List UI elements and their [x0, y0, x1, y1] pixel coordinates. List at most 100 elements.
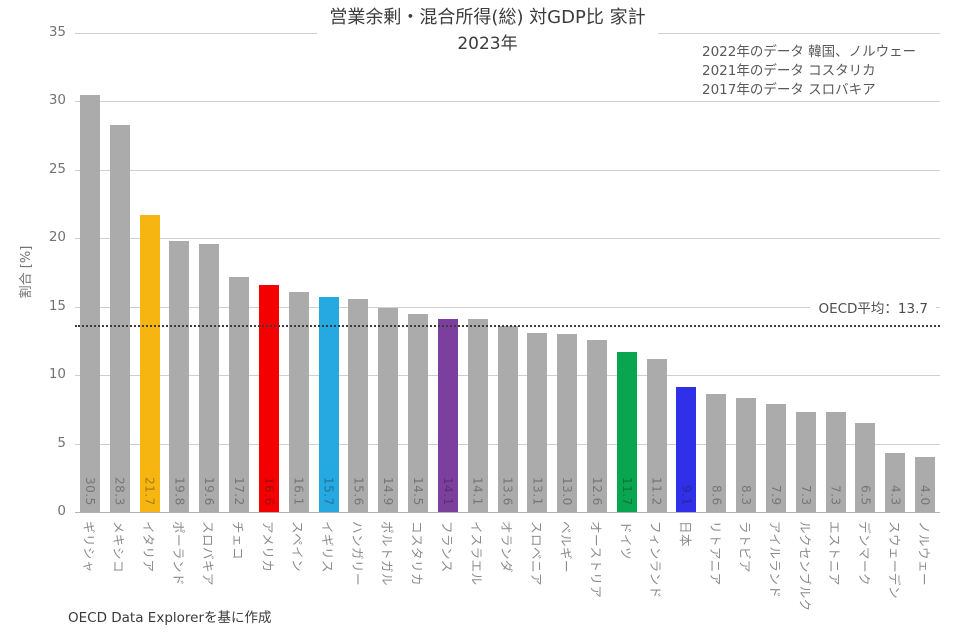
x-category-label: フィンランド: [648, 521, 664, 599]
bar-column: 14.9 ポルトガル: [373, 33, 403, 586]
x-category-label: リトアニア: [707, 521, 723, 586]
x-category-label: イギリス: [320, 521, 336, 574]
bar-value-label: 8.3: [739, 485, 754, 506]
bar: 28.3: [109, 124, 130, 512]
source-note: OECD Data Explorerを基に作成: [68, 610, 272, 626]
bar-value-label: 11.7: [619, 477, 634, 506]
bar: 11.2: [646, 358, 667, 512]
bar-column: 28.3 メキシコ: [105, 33, 135, 573]
bar: 8.3: [736, 398, 757, 512]
x-category-label: ハンガリー: [349, 521, 365, 587]
bar-column: 14.1 フランス: [433, 33, 463, 573]
bar-column: 4.0 ノルウェー: [910, 33, 940, 586]
bar: 15.7: [318, 297, 339, 512]
y-axis-tick-labels: 0 5 10 15 20 25 30 35: [0, 24, 66, 519]
gridline: [75, 169, 940, 171]
x-category-label: オランダ: [499, 521, 514, 574]
bar-column: 13.0 ベルギー: [552, 33, 582, 573]
x-category-label: ノルウェー: [916, 521, 932, 587]
bar-value-label: 30.5: [82, 477, 97, 506]
x-category-label: スペイン: [290, 521, 306, 573]
bar-value-label: 14.1: [440, 477, 455, 506]
bar-column: 14.5 コスタリカ: [403, 33, 433, 586]
x-category-label: スウェーデン: [886, 521, 902, 600]
bar: 13.6: [497, 325, 518, 512]
bar-value-label: 9.1: [679, 485, 694, 506]
x-category-label: オーストリア: [588, 521, 604, 599]
y-tick-label: 30: [48, 92, 66, 109]
bar-value-label: 19.8: [172, 477, 187, 506]
bar-value-label: 21.7: [142, 477, 157, 506]
y-tick-label: 10: [48, 366, 66, 383]
bar: 16.1: [288, 291, 309, 512]
bar-value-label: 7.3: [798, 485, 813, 506]
bar-value-label: 13.6: [500, 477, 515, 506]
x-category-label: アイルランド: [767, 521, 783, 599]
x-category-label: ポルトガル: [379, 521, 395, 587]
bar: 6.5: [855, 423, 876, 512]
bar-column: 17.2 チェコ: [224, 33, 254, 560]
bar-column: 19.6 スロバキア: [194, 33, 224, 586]
x-category-label: 日本: [677, 521, 693, 548]
gridline: [75, 101, 940, 103]
bar-column: 11.7 ドイツ: [612, 33, 642, 560]
bar-column: 11.2 フィンランド: [642, 33, 672, 599]
oecd-average-label: OECD平均：13.7: [810, 295, 936, 318]
bar-value-label: 14.1: [470, 477, 485, 506]
bar: 14.1: [467, 319, 488, 512]
bar: 9.1: [676, 387, 697, 512]
bar: 4.3: [885, 453, 906, 512]
x-category-label: フランス: [439, 521, 455, 573]
y-tick-label: 35: [48, 24, 66, 40]
bar-column: 15.7 イギリス: [314, 33, 344, 573]
bar-column: 13.1 スロベニア: [522, 33, 552, 586]
annotation-line-3: 2017年のデータ スロバキア: [702, 82, 876, 99]
bar: 15.6: [348, 298, 369, 512]
x-category-label: ルクセンブルク: [797, 521, 813, 612]
bar-column: 7.3 エストニア: [821, 33, 851, 586]
bar: 14.1: [437, 319, 458, 512]
bar: 12.6: [586, 339, 607, 512]
bar-value-label: 16.1: [291, 477, 306, 506]
bar: 14.5: [408, 313, 429, 512]
bar-column: 8.6 リトアニア: [701, 33, 731, 586]
bar: 7.3: [825, 412, 846, 512]
bar: 16.6: [258, 284, 279, 512]
bar-value-label: 12.6: [589, 477, 604, 506]
bar-value-label: 17.2: [232, 477, 247, 506]
x-category-label: ギリシャ: [81, 521, 97, 574]
chart-subtitle: 2023年: [457, 34, 518, 55]
y-tick-label: 5: [57, 434, 66, 451]
x-category-label: イスラエル: [469, 521, 485, 586]
data-year-annotation: 2022年のデータ 韓国、ノルウェー 2021年のデータ コスタリカ 2017年…: [698, 42, 921, 102]
chart-title: 営業余剰・混合所得(総) 対GDP比 家計: [329, 7, 646, 28]
bar-column: 15.6 ハンガリー: [343, 33, 373, 586]
title-block: 営業余剰・混合所得(総) 対GDP比 家計 2023年: [0, 6, 975, 56]
x-axis-line: [75, 512, 940, 513]
bars-container: 30.5 ギリシャ 28.3 メキシコ 21.7 イタリア 19.8 ポーランド 19.6 スロバ…: [75, 33, 940, 612]
bar-value-label: 15.6: [351, 477, 366, 506]
bar: 21.7: [139, 215, 160, 512]
bar-value-label: 4.0: [918, 485, 933, 506]
bar: 4.0: [915, 457, 936, 512]
bar: 30.5: [79, 94, 100, 512]
bar: 8.6: [706, 394, 727, 512]
bar-value-label: 16.6: [261, 477, 276, 506]
y-tick-label: 20: [48, 229, 66, 246]
bar: 11.7: [616, 351, 637, 512]
bar-column: 16.1 スペイン: [284, 33, 314, 572]
bar-value-label: 6.5: [858, 485, 873, 506]
annotation-line-2: 2021年のデータ コスタリカ: [702, 63, 876, 80]
bar: 14.9: [378, 308, 399, 512]
bar-column: 6.5 デンマーク: [851, 33, 881, 586]
bar-value-label: 15.7: [321, 477, 336, 506]
gridline: [75, 238, 940, 240]
bar: 17.2: [229, 276, 250, 512]
x-category-label: アメリカ: [260, 521, 276, 573]
bar-value-label: 13.0: [560, 477, 575, 506]
x-category-label: ポーランド: [170, 521, 186, 587]
y-tick-label: 0: [57, 503, 66, 519]
bar-value-label: 14.5: [411, 477, 426, 506]
bar-column: 7.3 ルクセンブルク: [791, 33, 821, 612]
bar-column: 4.3 スウェーデン: [880, 33, 910, 599]
